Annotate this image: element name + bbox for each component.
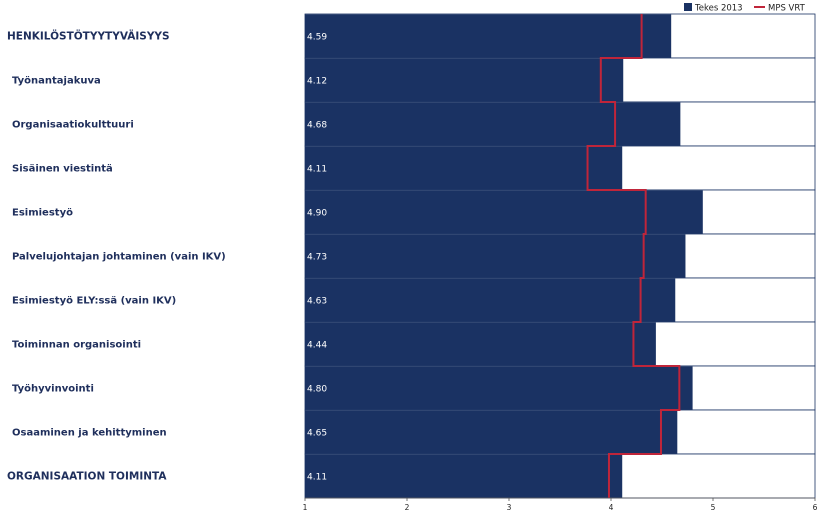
reference-line: [586, 14, 681, 498]
x-tick-label: 6: [813, 503, 818, 512]
value-label: 4.90: [307, 209, 327, 219]
bars-group: [305, 14, 703, 498]
legend-label: Tekes 2013: [694, 4, 743, 14]
value-label: 4.44: [307, 341, 327, 351]
x-tick-label: 4: [609, 503, 614, 512]
reference-line-group: [586, 14, 681, 498]
category-label: Toiminnan organisointi: [12, 340, 141, 351]
category-label: Esimiestyö: [12, 208, 73, 219]
category-label: Osaaminen ja kehittyminen: [12, 428, 167, 439]
legend: Tekes 2013 MPS VRT: [684, 3, 806, 14]
value-label: 4.65: [307, 429, 327, 439]
x-tick-label: 3: [507, 503, 512, 512]
value-label: 4.73: [307, 253, 327, 263]
category-label: Työnantajakuva: [12, 76, 101, 87]
value-label: 4.59: [307, 33, 327, 43]
legend-label: MPS VRT: [768, 4, 806, 14]
bar: [305, 322, 656, 366]
bar: [305, 278, 676, 322]
category-label: Työhyvinvointi: [12, 384, 94, 395]
bar: [305, 366, 693, 410]
category-labels: HENKILÖSTÖTYYTYVÄISYYS Työnantajakuva Orga…: [7, 29, 226, 483]
bar: [305, 102, 681, 146]
legend-swatch-bar: [684, 3, 692, 11]
value-label: 4.11: [307, 473, 327, 483]
bar: [305, 234, 686, 278]
value-label: 4.11: [307, 165, 327, 175]
bar: [305, 410, 678, 454]
value-labels: 4.59 4.12 4.68 4.11 4.90 4.73 4.63 4.44 4.80 4.65…: [307, 33, 327, 483]
category-label: Esimiestyö ELY:ssä (vain IKV): [12, 296, 176, 307]
value-label: 4.68: [307, 121, 327, 131]
bar: [305, 146, 623, 190]
value-label: 4.12: [307, 77, 327, 87]
value-label: 4.80: [307, 385, 327, 395]
value-label: 4.63: [307, 297, 327, 307]
category-label: Palvelujohtajan johtaminen (vain IKV): [12, 252, 226, 263]
category-label: Organisaatiokulttuuri: [12, 120, 134, 131]
x-axis: 1 2 3 4 5 6: [303, 497, 818, 512]
category-label: HENKILÖSTÖTYYTYVÄISYYS: [7, 29, 170, 43]
category-label: Sisäinen viestintä: [12, 164, 113, 175]
bar: [305, 190, 703, 234]
bar: [305, 454, 623, 498]
x-tick-label: 5: [711, 503, 716, 512]
x-tick-label: 2: [405, 503, 410, 512]
x-tick-label: 1: [303, 503, 308, 512]
category-label: ORGANISAATION TOIMINTA: [7, 471, 167, 483]
bar: [305, 58, 624, 102]
bar: [305, 14, 672, 58]
